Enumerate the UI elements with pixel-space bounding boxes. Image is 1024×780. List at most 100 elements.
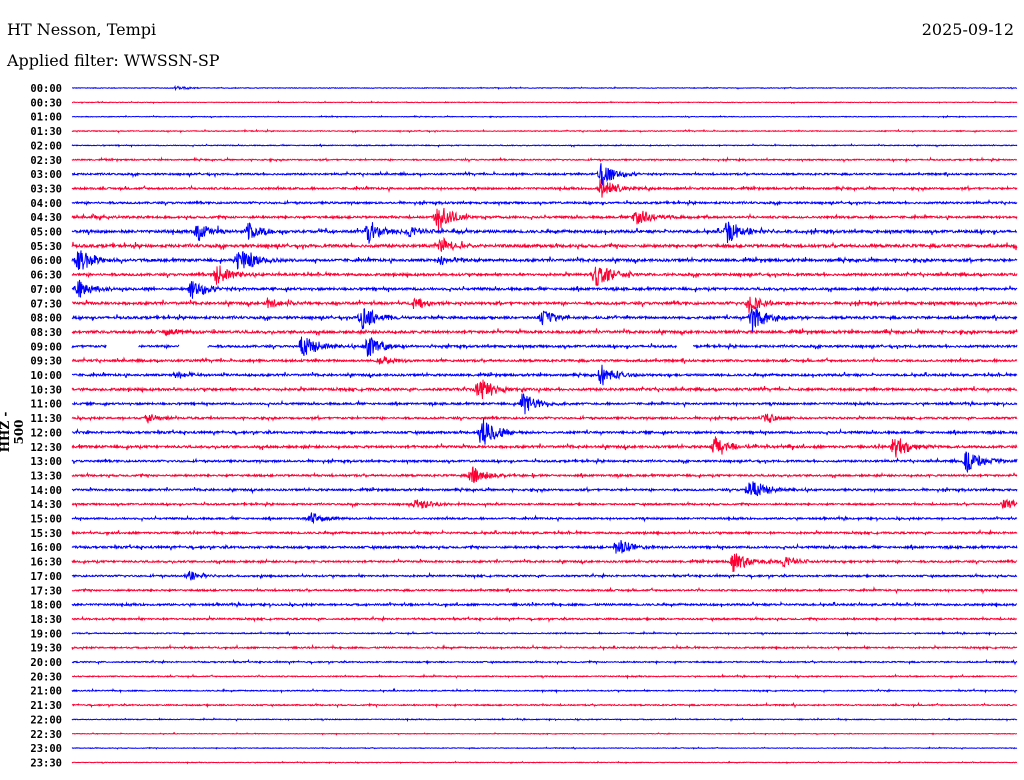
trace-1900 <box>71 630 1018 637</box>
trace-1430 <box>71 498 1018 510</box>
trace-2030 <box>72 673 1018 680</box>
trace-1730 <box>71 586 1018 595</box>
trace-0400 <box>71 198 1018 207</box>
date-label: 2025-09-12 <box>921 20 1014 39</box>
trace-2130 <box>71 701 1018 709</box>
trace-0830 <box>71 327 1018 337</box>
trace-1130 <box>71 413 1018 424</box>
trace-1100 <box>71 393 1018 415</box>
trace-1030 <box>71 379 1018 400</box>
trace-1600 <box>71 540 1018 554</box>
trace-2330 <box>71 760 1018 765</box>
trace-0230 <box>71 156 1017 164</box>
trace-2300 <box>71 746 1018 750</box>
time-label: 01:00 <box>30 112 62 124</box>
time-label: 17:30 <box>30 585 62 597</box>
trace-1300 <box>71 451 1018 474</box>
time-label: 04:00 <box>30 198 62 210</box>
time-label: 12:00 <box>30 427 62 439</box>
trace-0500 <box>71 221 1018 244</box>
time-label: 23:30 <box>30 757 62 769</box>
trace-0100 <box>71 114 1018 119</box>
trace-2000 <box>71 658 1018 666</box>
trace-0130 <box>71 128 1017 134</box>
trace-1530 <box>71 528 1018 537</box>
time-label: 02:30 <box>30 155 62 167</box>
time-label: 13:00 <box>30 456 62 468</box>
time-label: 02:00 <box>30 140 62 152</box>
trace-1200 <box>71 418 1018 445</box>
trace-2230 <box>72 731 1018 736</box>
time-label: 14:00 <box>30 485 62 497</box>
trace-0000 <box>72 84 1017 92</box>
trace-1000 <box>71 364 1018 386</box>
time-label: 07:00 <box>30 284 62 296</box>
trace-1230 <box>71 436 1018 458</box>
time-label: 20:30 <box>30 671 62 683</box>
time-label: 10:00 <box>30 370 62 382</box>
trace-1800 <box>71 600 1018 609</box>
time-label: 17:00 <box>30 571 62 583</box>
trace-2100 <box>71 687 1018 694</box>
trace-1330 <box>71 466 1018 484</box>
time-label: 03:00 <box>30 169 62 181</box>
trace-0800 <box>71 307 1018 333</box>
time-label: 22:30 <box>30 729 62 741</box>
trace-1630 <box>71 553 1018 573</box>
station-title: HT Nesson, Tempi <box>7 20 157 39</box>
trace-0530 <box>71 236 1018 253</box>
trace-0630 <box>71 265 1018 287</box>
time-label: 05:30 <box>30 241 62 253</box>
time-label: 09:00 <box>30 341 62 353</box>
trace-0200 <box>71 142 1018 148</box>
trace-0730 <box>72 296 1018 313</box>
time-label: 00:30 <box>30 97 62 109</box>
time-label: 15:00 <box>30 514 62 526</box>
trace-1500 <box>71 512 1018 525</box>
time-label: 18:00 <box>30 600 62 612</box>
trace-0900 <box>71 336 1018 357</box>
trace-0600 <box>71 250 1018 270</box>
trace-0700 <box>71 279 1018 299</box>
time-label: 16:00 <box>30 542 62 554</box>
trace-0330 <box>71 177 1018 198</box>
time-label: 05:00 <box>30 227 62 239</box>
trace-2200 <box>71 717 1018 723</box>
trace-0300 <box>71 163 1018 186</box>
time-label: 11:00 <box>30 399 62 411</box>
time-label: 21:30 <box>30 700 62 712</box>
trace-0430 <box>71 207 1018 231</box>
time-label: 09:30 <box>30 356 62 368</box>
time-label: 14:30 <box>30 499 62 511</box>
trace-0030 <box>72 100 1018 105</box>
time-label: 13:30 <box>30 470 62 482</box>
time-label: 00:00 <box>30 83 62 95</box>
time-label: 08:00 <box>30 313 62 325</box>
time-label: 21:00 <box>30 686 62 698</box>
time-label: 07:30 <box>30 298 62 310</box>
time-label: 06:00 <box>30 255 62 267</box>
time-label: 20:00 <box>30 657 62 669</box>
time-label: 23:00 <box>30 743 62 755</box>
filter-label: Applied filter: WWSSN-SP <box>7 51 220 70</box>
time-label: 03:30 <box>30 183 62 195</box>
time-label: 04:30 <box>30 212 62 224</box>
time-label: 22:00 <box>30 714 62 726</box>
trace-1830 <box>71 614 1018 623</box>
time-label: 19:00 <box>30 628 62 640</box>
time-label: 10:30 <box>30 384 62 396</box>
time-label: 06:30 <box>30 270 62 282</box>
trace-1700 <box>71 570 1018 581</box>
time-label: 12:30 <box>30 442 62 454</box>
time-label: 16:30 <box>30 557 62 569</box>
time-label: 08:30 <box>30 327 62 339</box>
time-label: 15:30 <box>30 528 62 540</box>
time-label: 11:30 <box>30 413 62 425</box>
time-label: 01:30 <box>30 126 62 138</box>
time-label: 18:30 <box>30 614 62 626</box>
trace-1400 <box>71 481 1018 497</box>
trace-0930 <box>71 356 1018 365</box>
time-label: 19:30 <box>30 643 62 655</box>
trace-1930 <box>71 643 1018 652</box>
